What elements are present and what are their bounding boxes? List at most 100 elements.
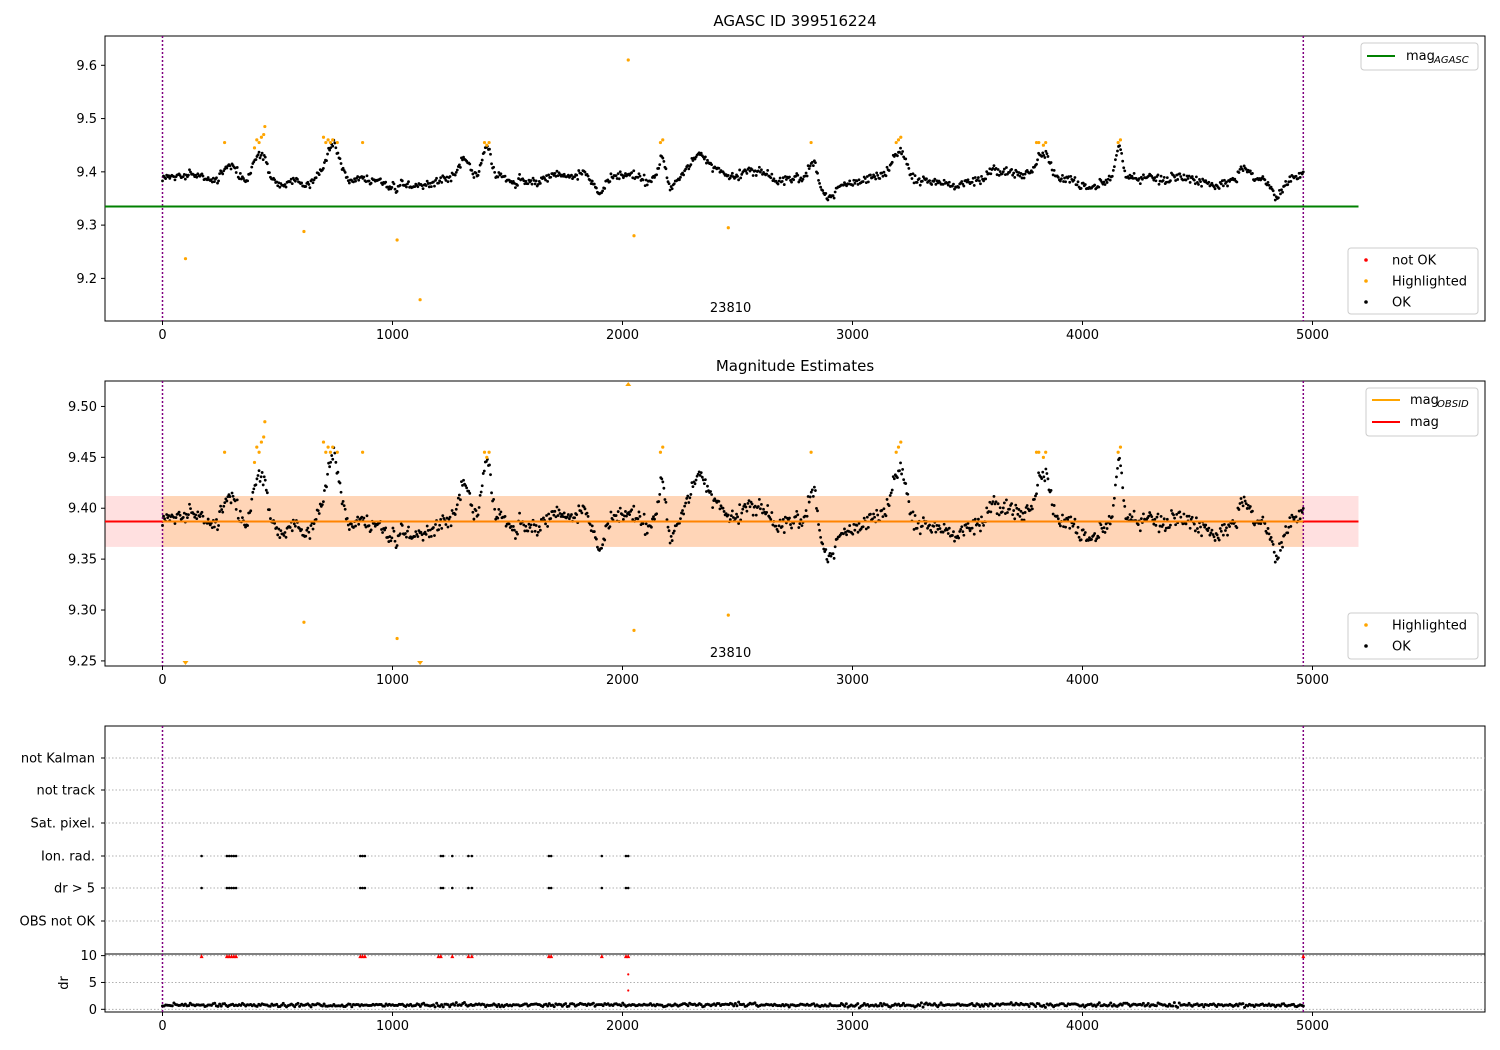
agasc-ok-point <box>533 182 537 186</box>
magnitude-ok-point <box>484 460 488 463</box>
magnitude-ok-point <box>336 470 340 474</box>
magnitude-ok-point <box>655 512 659 516</box>
magnitude-ok-point <box>225 499 229 503</box>
magnitude-ok-point <box>554 515 558 519</box>
magnitude-ok-point <box>814 489 817 492</box>
magnitude-legend-point-label: Highlighted <box>1392 619 1467 634</box>
dr-outlier-point <box>627 989 630 992</box>
agasc-ok-point <box>1073 176 1077 179</box>
agasc-ok-point <box>960 180 964 183</box>
magnitude-ok-point <box>1003 512 1007 515</box>
magnitude-ok-point <box>346 523 350 527</box>
magnitude-ok-point <box>233 499 237 503</box>
magnitude-ok-point <box>1269 535 1273 539</box>
dr-point <box>320 1004 324 1008</box>
agasc-ok-point <box>970 180 974 184</box>
agasc-highlighted-point <box>658 140 663 145</box>
agasc-legend-marker <box>1364 279 1368 283</box>
agasc-ok-point <box>328 148 332 152</box>
agasc-ok-point <box>1131 177 1135 180</box>
flags-marker <box>451 886 454 890</box>
agasc-ok-point <box>1151 176 1155 180</box>
magnitude-ok-point <box>1284 525 1288 528</box>
agasc-ok-point <box>863 177 867 180</box>
magnitude-ok-point <box>829 554 833 558</box>
magnitude-ok-point <box>972 532 976 536</box>
agasc-ok-point <box>221 172 225 176</box>
agasc-ok-point <box>470 168 474 172</box>
agasc-ok-point <box>1068 180 1072 184</box>
agasc-ok-point <box>1261 175 1265 178</box>
magnitude-highlighted-point <box>1037 450 1041 454</box>
agasc-highlighted-point <box>262 132 266 137</box>
flags-marker <box>547 886 551 890</box>
agasc-ok-point <box>406 182 409 186</box>
magnitude-ok-point <box>753 504 757 508</box>
dr-clipped-marker <box>199 954 204 959</box>
dr-point <box>812 1002 816 1006</box>
magnitude-ok-point <box>1173 516 1176 520</box>
magnitude-ok-point <box>701 478 705 482</box>
magnitude-ok-point <box>545 514 548 517</box>
magnitude-ok-point <box>209 521 213 525</box>
agasc-ok-point <box>928 179 932 183</box>
magnitude-ok-point <box>524 524 528 528</box>
magnitude-highlighted-point <box>485 455 489 459</box>
magnitude-ok-point <box>1110 515 1114 518</box>
magnitude-highlighted-point <box>899 440 903 444</box>
magnitude-ok-point <box>1115 475 1118 479</box>
agasc-ok-point <box>471 172 475 176</box>
magnitude-ok-point <box>1162 517 1166 521</box>
agasc-ok-point <box>658 163 662 167</box>
magnitude-ok-point <box>1288 516 1292 519</box>
agasc-highlighted-point <box>1044 140 1048 145</box>
magnitude-ok-point <box>823 550 827 554</box>
magnitude-ok-point <box>1044 467 1048 471</box>
magnitude-ok-point <box>222 504 226 508</box>
agasc-ok-point <box>311 181 315 185</box>
magnitude-ok-point <box>231 494 235 498</box>
magnitude-ok-point <box>1067 515 1071 519</box>
agasc-ok-point <box>1112 165 1116 169</box>
magnitude-ok-point <box>1013 517 1017 521</box>
agasc-ok-point <box>477 170 481 173</box>
magnitude-ok-point <box>862 516 866 520</box>
magnitude-ok-point <box>1037 471 1041 475</box>
flags-marker <box>200 854 203 858</box>
flags-marker <box>439 854 443 858</box>
agasc-ok-point <box>668 188 672 192</box>
magnitude-ok-point <box>552 513 556 517</box>
magnitude-ok-point <box>614 514 618 517</box>
agasc-ok-point <box>687 167 691 171</box>
dr-point <box>1200 1003 1204 1007</box>
magnitude-ok-point <box>792 521 796 525</box>
agasc-ok-point <box>1193 182 1197 186</box>
agasc-ok-point <box>1194 175 1198 179</box>
agasc-ok-point <box>1011 173 1015 177</box>
agasc-ok-point <box>1263 178 1267 182</box>
magnitude-ok-point <box>724 512 728 516</box>
agasc-ok-point <box>855 179 859 183</box>
agasc-ok-point <box>737 178 741 182</box>
magnitude-ok-point <box>906 492 910 496</box>
agasc-highlighted-point <box>223 140 227 145</box>
agasc-ok-point <box>534 179 538 183</box>
dr-point <box>281 1001 285 1005</box>
magnitude-ok-point <box>1207 526 1211 530</box>
dr-point <box>732 1004 736 1008</box>
magnitude-ok-point <box>305 528 309 532</box>
magnitude-ok-point <box>1289 525 1293 528</box>
magnitude-ok-point <box>934 530 938 534</box>
magnitude-ok-point <box>668 541 672 545</box>
agasc-ok-point <box>847 182 851 186</box>
dr-x-tick-label: 5000 <box>1296 1019 1329 1034</box>
magnitude-ok-point <box>1225 526 1228 530</box>
agasc-ok-point <box>1187 174 1191 178</box>
agasc-ok-point <box>187 173 190 177</box>
magnitude-ok-point <box>1142 512 1145 516</box>
magnitude-ok-point <box>221 510 225 514</box>
dr-point <box>293 1005 297 1009</box>
agasc-ok-point <box>367 179 371 183</box>
magnitude-ok-point <box>1185 514 1189 518</box>
magnitude-ok-point <box>952 530 955 534</box>
